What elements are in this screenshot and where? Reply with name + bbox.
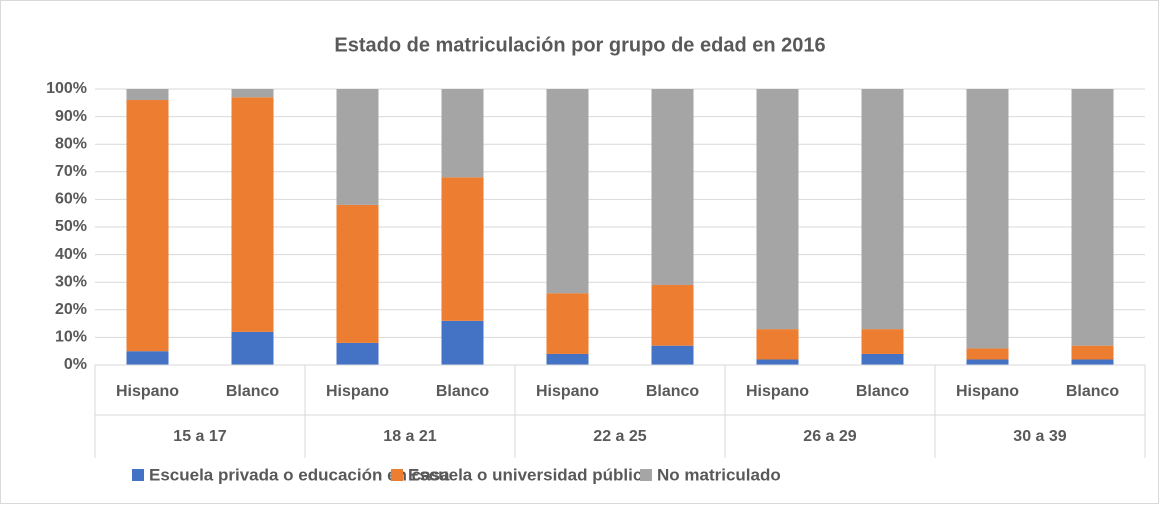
bar-segment <box>546 353 589 365</box>
bar-segment <box>1071 345 1114 360</box>
bar-segment <box>126 351 169 365</box>
y-tick-label: 70% <box>55 163 87 180</box>
legend-label: Escuela o universidad pública <box>408 465 652 484</box>
bar-segment <box>861 89 904 330</box>
bar-segment <box>861 353 904 365</box>
bar-segment <box>966 359 1009 365</box>
x-tick-label: Blanco <box>226 383 280 400</box>
legend-swatch <box>391 469 403 481</box>
y-tick-label: 60% <box>55 191 87 208</box>
bar-segment <box>441 177 484 321</box>
y-tick-label: 100% <box>46 80 87 97</box>
y-tick-label: 0% <box>64 356 87 373</box>
bar-segment <box>756 89 799 330</box>
legend-label: Escuela privada o educación en casa <box>149 465 450 484</box>
bar-segment <box>441 320 484 365</box>
bar-segment <box>336 204 379 343</box>
y-tick-label: 30% <box>55 273 87 290</box>
bar-segment <box>231 89 274 98</box>
y-tick-label: 10% <box>55 329 87 346</box>
bar-segment <box>651 345 694 365</box>
x-tick-label: Hispano <box>956 383 1019 400</box>
bar-segment <box>126 100 169 352</box>
y-tick-label: 40% <box>55 246 87 263</box>
y-tick-label: 90% <box>55 108 87 125</box>
group-label: 18 a 21 <box>383 428 436 445</box>
y-tick-label: 50% <box>55 218 87 235</box>
bar-segment <box>966 348 1009 360</box>
x-tick-label: Hispano <box>536 383 599 400</box>
x-tick-label: Hispano <box>746 383 809 400</box>
bar-segment <box>231 331 274 365</box>
y-tick-label: 20% <box>55 301 87 318</box>
legend-label: No matriculado <box>657 465 781 484</box>
bar-segment <box>126 89 169 101</box>
group-label: 26 a 29 <box>803 428 856 445</box>
bar-segment <box>546 293 589 354</box>
bar-segment <box>651 89 694 285</box>
bar-segment <box>441 89 484 178</box>
x-tick-label: Hispano <box>116 383 179 400</box>
x-tick-label: Blanco <box>646 383 700 400</box>
x-tick-label: Blanco <box>436 383 490 400</box>
y-tick-label: 80% <box>55 135 87 152</box>
bar-segment <box>336 89 379 205</box>
bar-segment <box>336 342 379 365</box>
bar-segment <box>546 89 589 294</box>
group-label: 22 a 25 <box>593 428 646 445</box>
chart-title: Estado de matriculación por grupo de eda… <box>334 34 825 56</box>
bar-segment <box>756 329 799 360</box>
bar-segment <box>966 89 1009 349</box>
legend-swatch <box>640 469 652 481</box>
bar-segment <box>861 329 904 354</box>
group-label: 15 a 17 <box>173 428 226 445</box>
bar-segment <box>1071 89 1114 346</box>
x-tick-label: Blanco <box>856 383 910 400</box>
bar-segment <box>756 359 799 365</box>
x-tick-label: Blanco <box>1066 383 1120 400</box>
bar-segment <box>1071 359 1114 365</box>
bar-segment <box>231 97 274 332</box>
legend-swatch <box>132 469 144 481</box>
group-label: 30 a 39 <box>1013 428 1066 445</box>
x-tick-label: Hispano <box>326 383 389 400</box>
bar-segment <box>651 284 694 346</box>
